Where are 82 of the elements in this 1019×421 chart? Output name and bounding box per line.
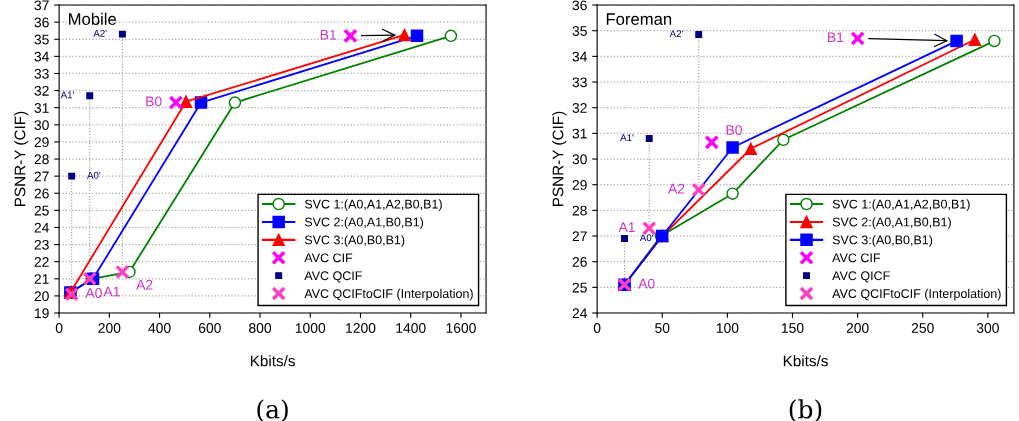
x-tick-label: 1000 <box>295 323 326 333</box>
annotation: B0 <box>726 125 742 135</box>
y-tick-label: 29 <box>34 137 49 148</box>
y-tick-label: 34 <box>572 51 588 62</box>
y-tick-label: 28 <box>34 154 49 165</box>
x-axis-title: Kbits/s <box>783 355 828 367</box>
y-tick-label: 32 <box>34 85 49 96</box>
y-tick-label: 27 <box>34 171 49 182</box>
x-tick-label: 50 <box>655 323 670 333</box>
legend-label: SVC 3:(A0,B0,B1) <box>304 235 405 247</box>
annotation: A1 <box>618 222 635 232</box>
y-tick-label: 33 <box>34 68 49 79</box>
annotation: A0 <box>85 288 102 298</box>
x-tick-label: 800 <box>249 323 272 333</box>
x-tick-label: 300 <box>976 323 999 333</box>
annotation: A2' <box>93 29 107 37</box>
y-tick-label: 24 <box>34 222 49 233</box>
y-tick-label: 36 <box>34 17 49 28</box>
x-tick-label: 600 <box>198 323 221 333</box>
y-tick-label: 25 <box>572 282 587 293</box>
legend-label: AVC QICF <box>832 271 890 283</box>
y-tick-label: 31 <box>34 103 49 113</box>
annotation: A2 <box>668 183 685 194</box>
chart-title: Foreman <box>606 13 672 25</box>
annotation: A1 <box>103 286 120 297</box>
y-tick-label: 25 <box>34 205 49 216</box>
y-tick-label: 28 <box>572 205 587 216</box>
y-tick-label: 37 <box>34 0 49 11</box>
y-tick-label: 34 <box>34 51 49 62</box>
x-tick-label: 250 <box>911 323 934 333</box>
chart-title: Mobile <box>69 12 116 25</box>
y-tick-label: 20 <box>34 291 49 302</box>
x-tick-label: 1400 <box>396 323 426 333</box>
x-tick-label: 150 <box>781 323 804 333</box>
y-tick-label: 24 <box>572 308 588 319</box>
y-tick-label: 19 <box>34 308 49 319</box>
y-tick-label: 30 <box>34 120 49 130</box>
y-tick-label: 27 <box>572 231 587 242</box>
annotation: A2' <box>669 30 683 38</box>
legend-label: AVC QCIFtoCIF (Interpolation) <box>304 288 473 301</box>
annotation: A1' <box>620 134 634 142</box>
legend-label: SVC 2:(A0,A1,B0,B1) <box>832 217 951 229</box>
legend-label: SVC 2:(A0,A1,B0,B1) <box>304 217 424 229</box>
y-tick-label: 33 <box>572 77 587 88</box>
x-tick-label: 0 <box>55 323 63 333</box>
annotation: B0 <box>146 96 162 107</box>
annotation: B1 <box>828 32 844 43</box>
y-tick-label: 35 <box>572 26 587 36</box>
x-tick-label: 400 <box>148 323 171 333</box>
x-tick-label: 1200 <box>346 323 376 333</box>
x-axis-title: Kbits/s <box>250 355 295 367</box>
y-tick-label: 35 <box>34 34 49 45</box>
legend-label: AVC QCIFtoCIF (Interpolation) <box>832 288 1001 301</box>
y-axis-title: PSNR-Y (CIF) <box>552 111 567 207</box>
x-tick-label: 0 <box>593 323 601 333</box>
y-tick-label: 26 <box>572 257 587 267</box>
legend-label: AVC QCIF <box>304 271 362 283</box>
x-tick-label: 1600 <box>446 323 476 333</box>
legend-label: AVC CIF <box>832 253 881 263</box>
annotation: A0' <box>639 234 654 242</box>
annotation: B1 <box>320 29 337 40</box>
annotation: A0 <box>638 278 655 289</box>
annotation: A1' <box>60 91 74 99</box>
y-tick-label: 36 <box>572 0 587 11</box>
y-axis-title: PSNR-Y (CIF) <box>14 111 29 207</box>
x-tick-label: 100 <box>716 323 739 333</box>
y-tick-label: 23 <box>34 239 49 250</box>
y-tick-label: 29 <box>572 180 587 190</box>
annotation: A0' <box>87 171 101 179</box>
legend-label: SVC 1:(A0,A1,A2,B0,B1) <box>832 199 970 211</box>
x-tick-label: 200 <box>98 323 121 333</box>
y-tick-label: 32 <box>572 103 587 113</box>
y-tick-label: 31 <box>572 128 587 139</box>
y-tick-label: 26 <box>34 188 49 199</box>
y-tick-label: 22 <box>34 257 49 267</box>
y-tick-label: 21 <box>34 274 49 284</box>
y-tick-label: 30 <box>572 154 587 165</box>
x-tick-label: 200 <box>846 323 869 333</box>
legend-label: SVC 1:(A0,A1,A2,B0,B1) <box>304 199 442 211</box>
annotation: A2 <box>136 279 153 290</box>
legend-label: SVC 3:(A0,B0,B1) <box>832 235 933 247</box>
legend-label: AVC CIF <box>304 253 353 263</box>
